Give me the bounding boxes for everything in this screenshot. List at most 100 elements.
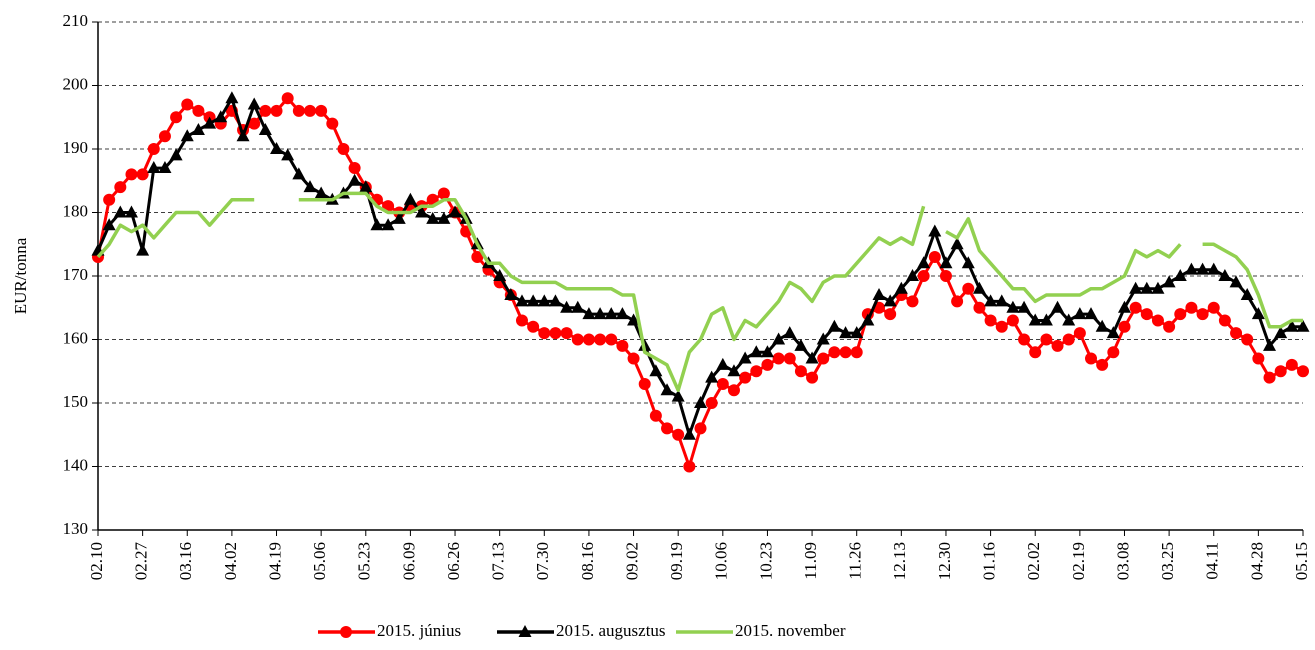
data-point — [1073, 327, 1086, 340]
data-point — [259, 104, 272, 117]
data-point — [671, 389, 685, 402]
data-point — [616, 339, 629, 352]
x-tick-label: 05.15 — [1292, 542, 1311, 580]
data-point — [1162, 275, 1176, 288]
x-tick-label: 03.08 — [1113, 542, 1132, 580]
data-point — [772, 332, 786, 345]
data-point — [248, 117, 261, 130]
data-point — [1029, 346, 1042, 359]
y-tick-label: 190 — [63, 138, 89, 157]
data-point — [102, 218, 116, 231]
data-point — [883, 294, 897, 307]
data-point — [827, 319, 841, 332]
data-point — [604, 307, 618, 320]
x-tick-label: 10.23 — [756, 542, 775, 580]
x-tick-label: 03.16 — [176, 542, 195, 580]
data-point — [1207, 301, 1220, 314]
data-point — [1251, 307, 1265, 320]
data-point — [437, 187, 450, 200]
data-point — [326, 117, 339, 130]
data-point — [303, 180, 317, 193]
data-point — [961, 256, 975, 269]
data-point — [1218, 314, 1231, 327]
data-point — [549, 327, 562, 340]
data-point — [727, 364, 741, 377]
data-point — [1185, 301, 1198, 314]
x-tick-label: 04.19 — [265, 542, 284, 580]
data-point — [905, 269, 919, 281]
data-point — [538, 327, 551, 340]
data-point — [515, 294, 529, 307]
data-point — [147, 161, 161, 174]
data-point — [984, 294, 998, 307]
data-point — [582, 307, 596, 320]
data-point — [772, 352, 785, 365]
data-point — [258, 122, 272, 135]
data-point — [370, 218, 384, 231]
data-point — [1151, 281, 1165, 294]
x-tick-label: 09.02 — [622, 542, 641, 580]
x-tick-label: 09.19 — [667, 542, 686, 580]
data-point — [917, 256, 931, 269]
data-point — [1129, 281, 1143, 294]
data-point — [705, 370, 719, 383]
data-point — [1140, 281, 1154, 294]
data-point — [1062, 333, 1075, 346]
data-point — [526, 294, 540, 307]
y-tick-label: 170 — [63, 265, 89, 284]
data-point — [727, 384, 740, 397]
data-point — [661, 422, 674, 435]
data-point — [1118, 320, 1131, 333]
data-point — [861, 313, 875, 326]
data-point — [828, 346, 841, 359]
data-point — [136, 243, 150, 256]
data-point — [214, 110, 228, 123]
x-tick-label: 12.30 — [935, 542, 954, 580]
data-point — [1230, 327, 1243, 340]
y-tick-label: 180 — [63, 201, 89, 220]
data-point — [593, 307, 607, 320]
data-point — [1051, 339, 1064, 352]
data-point — [817, 352, 830, 365]
data-point — [225, 91, 239, 104]
data-point — [180, 129, 194, 142]
x-tick-label: 02.10 — [87, 542, 106, 580]
y-tick-label: 210 — [63, 11, 89, 30]
data-point — [403, 192, 417, 205]
data-point — [392, 211, 406, 224]
data-point — [1140, 308, 1153, 321]
data-point — [136, 168, 149, 181]
data-point — [415, 205, 429, 218]
data-point — [917, 270, 930, 282]
data-point — [158, 161, 172, 174]
data-point — [1285, 319, 1299, 332]
data-point — [694, 422, 707, 435]
data-point — [203, 116, 217, 129]
x-tick-label: 07.30 — [533, 542, 552, 580]
legend-label: 2015. november — [735, 621, 846, 640]
data-point — [292, 104, 305, 117]
data-point — [337, 143, 350, 155]
x-tick-label: 05.06 — [310, 542, 329, 580]
y-tick-label: 200 — [63, 74, 89, 93]
data-point — [169, 148, 183, 161]
data-point — [928, 224, 942, 237]
data-point — [638, 377, 651, 390]
y-tick-label: 130 — [63, 519, 89, 538]
data-point — [158, 130, 171, 143]
data-point — [303, 104, 316, 117]
data-point — [984, 314, 997, 327]
x-tick-label: 10.06 — [712, 542, 731, 580]
x-tick-label: 06.09 — [399, 542, 418, 580]
data-point — [1129, 301, 1142, 314]
data-point — [437, 211, 451, 224]
data-point — [1051, 300, 1065, 313]
data-point — [270, 104, 283, 117]
data-point — [1296, 319, 1310, 332]
y-tick-label: 140 — [63, 455, 89, 474]
data-point — [1107, 346, 1120, 359]
data-point — [872, 288, 886, 301]
data-point — [181, 98, 194, 111]
data-point — [627, 352, 640, 365]
